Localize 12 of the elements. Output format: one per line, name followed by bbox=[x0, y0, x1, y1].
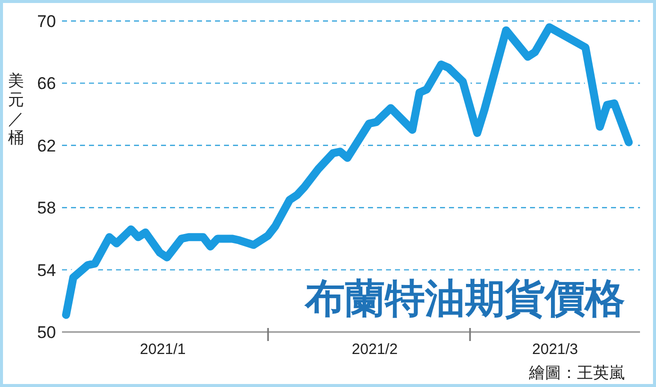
y-tick-label: 62 bbox=[37, 136, 56, 156]
y-tick-label: 58 bbox=[37, 198, 56, 218]
x-tick-label: 2021/3 bbox=[532, 341, 578, 358]
text: 繪圖：王英嵐 bbox=[528, 364, 625, 382]
y-tick-label: 70 bbox=[37, 12, 56, 31]
text: 布蘭特油期貨價格 bbox=[304, 277, 625, 321]
y-tick-label: 54 bbox=[37, 260, 56, 280]
y-axis-title: 美元／桶 bbox=[8, 72, 24, 147]
x-tick-label: 2021/1 bbox=[140, 341, 186, 358]
y-tick-label: 66 bbox=[37, 74, 56, 94]
x-tick-label: 2021/2 bbox=[352, 341, 398, 358]
y-tick-label: 50 bbox=[37, 323, 56, 342]
